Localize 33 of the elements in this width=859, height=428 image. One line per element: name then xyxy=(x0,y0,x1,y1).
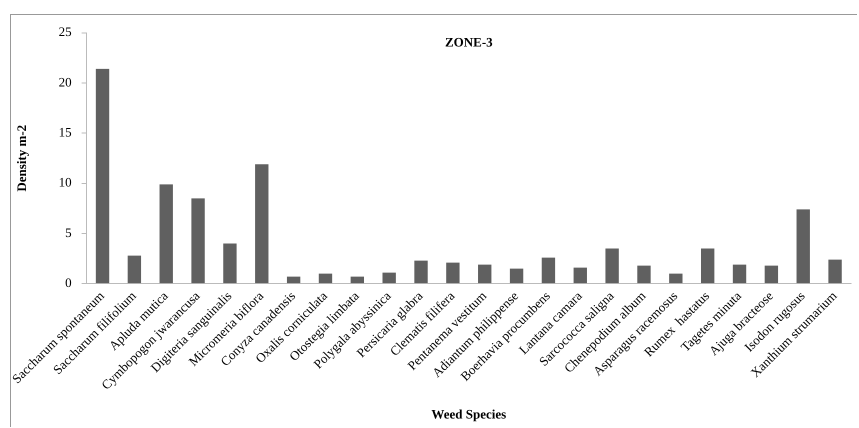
bar xyxy=(605,248,619,284)
bar xyxy=(732,264,746,284)
bar xyxy=(510,268,524,284)
bar xyxy=(669,274,683,284)
chart-title: ZONE-3 xyxy=(444,34,494,50)
bar xyxy=(446,262,460,284)
bar xyxy=(542,258,556,284)
y-tick-label: 20 xyxy=(58,74,72,90)
bar xyxy=(574,268,587,284)
bar xyxy=(478,264,492,284)
bar xyxy=(637,266,651,284)
bar xyxy=(350,276,364,284)
bar xyxy=(160,184,173,284)
bar xyxy=(286,276,300,284)
bar xyxy=(191,198,205,284)
bar xyxy=(700,248,714,284)
bar xyxy=(764,266,778,284)
bar xyxy=(382,272,396,284)
bar xyxy=(255,164,268,284)
bar xyxy=(223,244,237,284)
bar xyxy=(828,260,842,284)
y-tick-label: 15 xyxy=(58,124,72,140)
y-tick-label: 0 xyxy=(65,275,72,290)
bar xyxy=(128,256,142,284)
y-tick-label: 5 xyxy=(65,224,72,240)
bar xyxy=(796,209,810,284)
bar xyxy=(318,274,332,284)
bar xyxy=(414,260,428,284)
y-tick-label: 25 xyxy=(58,24,72,40)
y-tick-label: 10 xyxy=(58,174,72,190)
y-axis-title: Density m-2 xyxy=(14,124,30,192)
x-axis-title: Weed Species xyxy=(431,406,506,422)
bar xyxy=(96,68,110,284)
